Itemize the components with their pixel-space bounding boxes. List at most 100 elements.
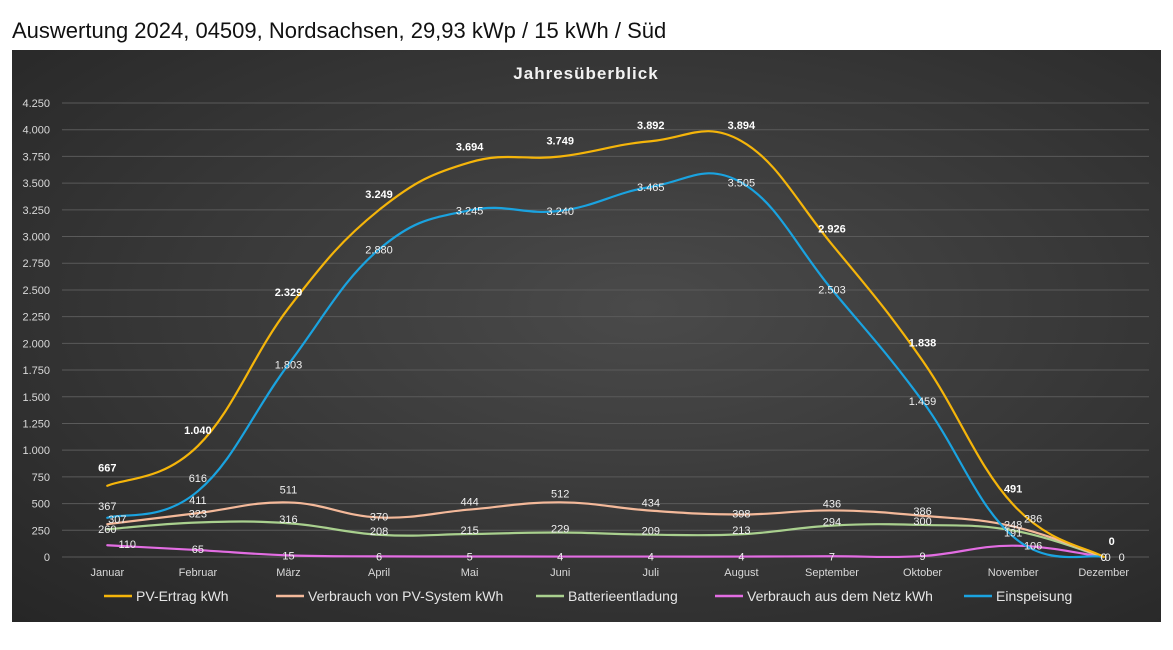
x-tick-label: August	[724, 567, 758, 579]
y-tick-label: 3.250	[22, 205, 50, 217]
legend-entry: Batterieentladung	[568, 588, 678, 604]
data-label: 307	[108, 514, 126, 526]
data-label: 0	[1105, 552, 1111, 564]
data-label: 512	[551, 488, 569, 500]
legend-entry: PV-Ertrag kWh	[136, 588, 229, 604]
data-label: 434	[642, 498, 660, 510]
y-tick-label: 2.500	[22, 285, 50, 297]
data-label: 215	[460, 525, 478, 537]
data-label: 398	[732, 508, 750, 520]
data-label: 2.880	[365, 244, 393, 256]
x-tick-label: Mai	[461, 567, 479, 579]
x-tick-label: November	[988, 567, 1039, 579]
series-line	[106, 172, 1105, 559]
y-tick-label: 4.250	[22, 98, 50, 110]
series-line	[106, 501, 1105, 559]
data-label: 3.505	[728, 178, 756, 190]
x-tick-label: April	[368, 567, 390, 579]
x-tick-label: Oktober	[903, 567, 942, 579]
grid-lines	[62, 102, 1149, 558]
data-label: 667	[98, 463, 116, 475]
data-label: 1.838	[909, 338, 937, 350]
data-label: 491	[1004, 484, 1022, 496]
series-line	[106, 544, 1105, 559]
data-label: 15	[282, 550, 294, 562]
data-label: 370	[370, 511, 388, 523]
data-label: 367	[98, 501, 116, 513]
data-label: 2.503	[818, 285, 846, 297]
data-label: 3.749	[546, 136, 574, 148]
data-label: 6	[376, 551, 382, 563]
line-chart: Jahresüberblick 02505007501.0001.2501.50…	[22, 64, 1149, 604]
data-label: 0	[1101, 552, 1107, 564]
y-tick-label: 1.250	[22, 418, 50, 430]
data-label: 5	[467, 551, 473, 563]
legend-entry: Einspeisung	[996, 588, 1072, 604]
y-tick-label: 750	[32, 472, 50, 484]
data-label: 316	[279, 514, 297, 526]
data-label: 4	[557, 552, 563, 564]
x-tick-label: Januar	[90, 567, 124, 579]
data-label: 9	[919, 551, 925, 563]
data-labels: 667 1.040 2.329 3.249 3.694 3.749 3.892 3.894 2.…	[98, 120, 1125, 564]
y-tick-label: 3.500	[22, 178, 50, 190]
data-label: 4	[648, 552, 654, 564]
legend-entry: Verbrauch aus dem Netz kWh	[747, 588, 933, 604]
data-label: 1.040	[184, 425, 212, 437]
y-tick-label: 2.250	[22, 312, 50, 324]
y-axis-ticks: 0 250 500 750 1.000 1.250 1.500 1.750 2.000 2.250…	[22, 98, 50, 564]
data-label: 4	[738, 552, 744, 564]
data-label: 444	[460, 497, 478, 509]
data-label: 260	[98, 524, 116, 536]
data-label: 65	[192, 544, 204, 556]
x-tick-label: Juni	[550, 567, 570, 579]
data-label: 511	[280, 484, 298, 496]
x-tick-label: Dezember	[1078, 567, 1129, 579]
data-label: 0	[1119, 552, 1125, 564]
page-title: Auswertung 2024, 04509, Nordsachsen, 29,…	[12, 18, 667, 43]
chart-title: Jahresüberblick	[513, 64, 658, 83]
legend: PV-Ertrag kWh Verbrauch von PV-System kWh…	[104, 588, 1072, 604]
series-line	[106, 520, 1105, 559]
y-tick-label: 0	[44, 552, 50, 564]
data-label: 229	[551, 524, 569, 536]
y-tick-label: 3.000	[22, 232, 50, 244]
x-axis-ticks: Januar Februar März April Mai Juni Juli August S…	[90, 567, 1129, 579]
y-tick-label: 250	[32, 525, 50, 537]
data-label: 3.245	[456, 205, 484, 217]
data-label: 3.465	[637, 182, 665, 194]
data-label: 3.249	[365, 189, 393, 201]
data-label: 110	[119, 539, 137, 551]
data-label: 436	[823, 498, 841, 510]
data-label: 3.240	[546, 206, 574, 218]
x-tick-label: Februar	[179, 567, 218, 579]
y-tick-label: 1.500	[22, 392, 50, 404]
y-tick-label: 500	[32, 499, 50, 511]
y-tick-label: 2.000	[22, 338, 50, 350]
data-label: 2.926	[818, 223, 846, 235]
y-tick-label: 3.750	[22, 151, 50, 163]
y-tick-label: 1.750	[22, 365, 50, 377]
data-label: 3.694	[456, 141, 484, 153]
chart-area: Jahresüberblick 0 250 500 750 1.000 1.250 1.50…	[12, 50, 1161, 622]
x-tick-label: Juli	[643, 567, 660, 579]
data-label: 248	[1004, 520, 1022, 532]
data-label: 300	[913, 516, 931, 528]
y-tick-label: 1.000	[22, 445, 50, 457]
data-label: 411	[189, 495, 207, 507]
y-tick-label: 4.000	[22, 125, 50, 137]
data-label: 386	[913, 506, 931, 518]
data-label: 294	[823, 517, 841, 529]
data-label: 1.459	[909, 396, 937, 408]
data-label: 213	[732, 525, 750, 537]
data-label: 323	[189, 508, 207, 520]
series-lines	[106, 130, 1105, 559]
data-label: 2.329	[275, 287, 303, 299]
data-label: 209	[642, 526, 660, 538]
data-label: 106	[1024, 541, 1042, 553]
data-label: 3.894	[728, 120, 756, 132]
data-label: 286	[1024, 513, 1042, 525]
data-label: 1.803	[275, 359, 303, 371]
data-label: 616	[189, 473, 207, 485]
series-line	[106, 130, 1105, 559]
